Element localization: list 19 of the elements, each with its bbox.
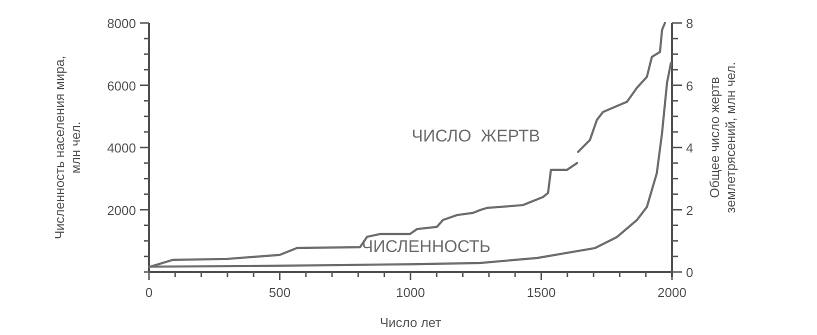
y-tick-label: 2000: [107, 202, 136, 218]
series-label: ЧИСЛО ЖЕРТВ: [412, 126, 540, 146]
x-tick-label: 2000: [658, 285, 686, 300]
x-tick-label: 500: [268, 285, 291, 300]
y-tick-label: 6000: [107, 78, 136, 94]
y2-tick-label: 6: [686, 78, 694, 94]
y2-tick-label: 8: [686, 16, 694, 31]
x-axis-title: Число лет: [380, 315, 442, 330]
y-tick-label: 4000: [107, 140, 136, 156]
y2-axis-title: Общее число жертв землетрясений, млн чел.: [707, 62, 738, 214]
y-tick-label: 8000: [107, 16, 136, 31]
y-axis-title: Численность населения мира, млн чел.: [52, 56, 83, 240]
y2-tick-label: 2: [686, 202, 694, 218]
y2-tick-label: 0: [686, 265, 694, 280]
x-tick-label: 1500: [526, 285, 556, 300]
x-tick-label: 0: [145, 285, 153, 300]
y2-tick-label: 4: [686, 140, 694, 156]
series-label: ЧИСЛЕННОСТЬ: [362, 237, 491, 256]
x-tick-label: 1000: [396, 285, 425, 300]
